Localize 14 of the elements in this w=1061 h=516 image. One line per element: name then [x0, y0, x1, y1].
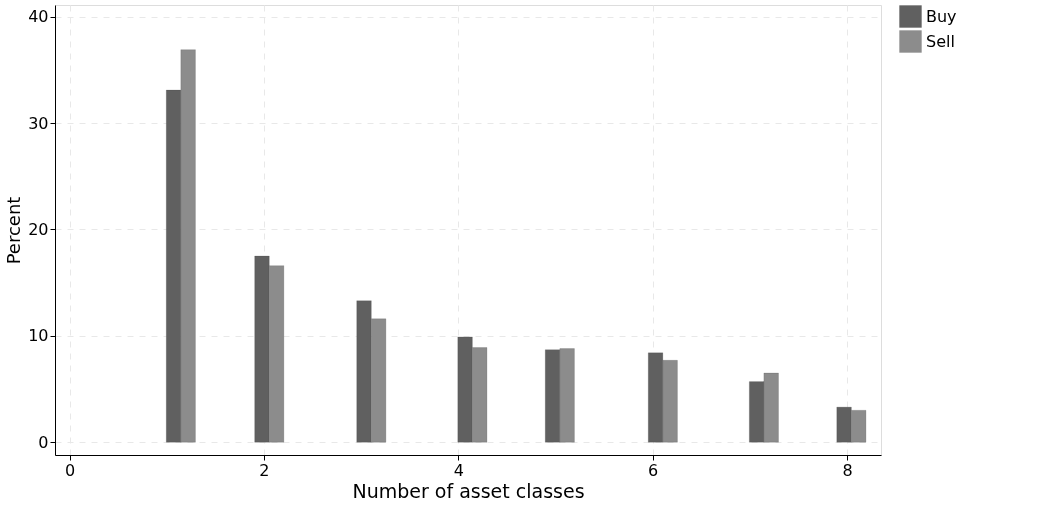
y-tick-label: 0	[38, 432, 49, 452]
legend-label: Sell	[926, 31, 955, 51]
x-tick-label: 8	[842, 460, 853, 480]
x-tick-label: 4	[453, 460, 464, 480]
y-tick-label: 30	[28, 113, 49, 133]
y-tick-label: 10	[28, 326, 49, 346]
y-tick-label: 40	[28, 7, 49, 27]
x-tick-label: 0	[64, 460, 76, 480]
y-tick-label: 20	[28, 219, 49, 239]
y-axis-title: Percent	[3, 196, 25, 265]
x-tick-label: 6	[648, 460, 659, 480]
x-axis-title: Number of asset classes	[352, 479, 585, 502]
legend-label: Buy	[926, 6, 957, 26]
x-tick-label: 2	[259, 460, 270, 480]
